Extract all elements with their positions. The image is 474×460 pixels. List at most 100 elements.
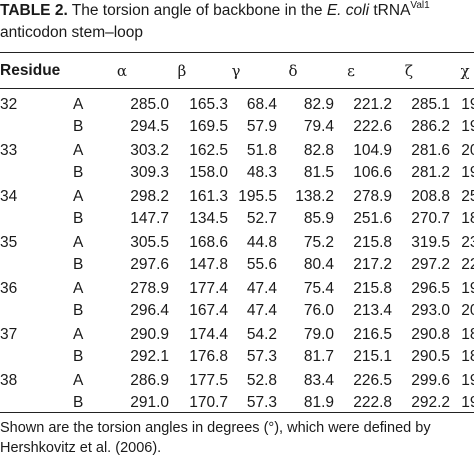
header-beta: β: [177, 62, 187, 80]
angle-value: 270.7: [411, 210, 450, 227]
angle-value: 169.5: [189, 118, 228, 135]
residue-number: 37: [0, 326, 18, 343]
table-row: 33 A 303.2 162.5 51.8 82.8 104.9 281.6 201.8: [0, 140, 474, 162]
header-gamma: γ: [231, 62, 241, 80]
angle-value: 47.4: [246, 302, 277, 319]
angle-value: 162.5: [189, 142, 228, 159]
residue-number: 32: [0, 96, 18, 113]
caption-label: TABLE 2.: [0, 2, 68, 19]
angle-value: 48.3: [246, 164, 277, 181]
angle-value: 278.9: [130, 280, 169, 297]
caption-text-2: tRNA: [369, 2, 411, 19]
header-residue: Residue: [0, 62, 61, 79]
angle-value: 281.2: [411, 164, 450, 181]
angle-value: 200.3: [461, 302, 474, 319]
chain-label: B: [73, 394, 84, 411]
angle-value: 57.3: [246, 348, 277, 365]
residue-number: 35: [0, 234, 18, 251]
chain-label: A: [73, 280, 84, 297]
angle-value: 44.8: [246, 234, 277, 251]
angle-value: 217.2: [353, 256, 392, 273]
residue-number: 36: [0, 280, 18, 297]
angle-value: 285.1: [411, 96, 450, 113]
residue-group: 38 A 286.9 177.5 52.8 83.4 226.5 299.6 192.8 B 291…: [0, 370, 474, 416]
header-rule: [0, 88, 474, 89]
angle-value: 75.2: [303, 234, 334, 251]
chain-label: A: [73, 142, 84, 159]
angle-value: 161.3: [189, 188, 228, 205]
angle-value: 221.2: [353, 96, 392, 113]
angle-value: 222.6: [353, 118, 392, 135]
chain-label: A: [73, 326, 84, 343]
angle-value: 215.8: [353, 234, 392, 251]
angle-value: 201.8: [461, 142, 474, 159]
angle-value: 290.8: [411, 326, 450, 343]
angle-value: 158.0: [189, 164, 228, 181]
angle-value: 281.6: [411, 142, 450, 159]
table-row: B 147.7 134.5 52.7 85.9 251.6 270.7 184.9: [0, 208, 474, 230]
angle-value: 294.5: [130, 118, 169, 135]
residue-group: 34 A 298.2 161.3 195.5 138.2 278.9 208.8 251.7 B 1…: [0, 186, 474, 232]
angle-value: 215.8: [353, 280, 392, 297]
angle-value: 299.6: [411, 372, 450, 389]
table-row: B 309.3 158.0 48.3 81.5 106.6 281.2 196.8: [0, 162, 474, 184]
header-chi: χ: [460, 62, 470, 80]
chain-label: B: [73, 302, 84, 319]
chain-label: A: [73, 372, 84, 389]
residue-number: 33: [0, 142, 18, 159]
angle-value: 216.5: [353, 326, 392, 343]
angle-value: 83.4: [303, 372, 334, 389]
chain-label: A: [73, 234, 84, 251]
angle-value: 85.9: [303, 210, 334, 227]
angle-value: 192.2: [461, 118, 474, 135]
angle-value: 208.8: [411, 188, 450, 205]
caption-line-1: TABLE 2. The torsion angle of backbone i…: [0, 0, 474, 22]
angle-value: 147.7: [130, 210, 169, 227]
angle-value: 293.0: [411, 302, 450, 319]
chain-label: B: [73, 256, 84, 273]
angle-value: 52.7: [246, 210, 277, 227]
angle-value: 292.2: [411, 394, 450, 411]
angle-value: 228.6: [461, 256, 474, 273]
residue-number: 38: [0, 372, 18, 389]
angle-value: 138.2: [295, 188, 334, 205]
angle-value: 296.5: [411, 280, 450, 297]
chain-label: B: [73, 348, 84, 365]
angle-value: 52.8: [246, 372, 277, 389]
angle-value: 215.1: [353, 348, 392, 365]
angle-value: 286.9: [130, 372, 169, 389]
angle-value: 195.5: [238, 188, 277, 205]
angle-value: 305.5: [130, 234, 169, 251]
caption-superscript: Val1: [410, 0, 430, 11]
angle-value: 292.1: [130, 348, 169, 365]
table-row: B 297.6 147.8 55.6 80.4 217.2 297.2 228.6: [0, 254, 474, 276]
angle-value: 167.4: [189, 302, 228, 319]
angle-value: 222.8: [353, 394, 392, 411]
angle-value: 187.1: [461, 326, 474, 343]
angle-value: 226.5: [353, 372, 392, 389]
table-row: B 291.0 170.7 57.3 81.9 222.8 292.2 196.3: [0, 392, 474, 414]
angle-value: 290.5: [411, 348, 450, 365]
residue-group: 35 A 305.5 168.6 44.8 75.2 215.8 319.5 231.4 B 297…: [0, 232, 474, 278]
footnote-line-1: Shown are the torsion angles in degrees …: [0, 420, 431, 436]
residue-group: 33 A 303.2 162.5 51.8 82.8 104.9 281.6 201.8 B 309…: [0, 140, 474, 186]
angle-value: 251.6: [353, 210, 392, 227]
angle-value: 213.4: [353, 302, 392, 319]
table-row: 37 A 290.9 174.4 54.2 79.0 216.5 290.8 187.1: [0, 324, 474, 346]
angle-value: 286.2: [411, 118, 450, 135]
header-epsilon: ε: [347, 62, 355, 80]
angle-value: 278.9: [353, 188, 392, 205]
angle-value: 82.8: [303, 142, 334, 159]
angle-value: 319.5: [411, 234, 450, 251]
angle-value: 231.4: [461, 234, 474, 251]
angle-value: 251.7: [461, 188, 474, 205]
table-row: B 292.1 176.8 57.3 81.7 215.1 290.5 188.0: [0, 346, 474, 368]
caption-line-2: anticodon stem–loop: [0, 24, 144, 41]
angle-value: 285.0: [130, 96, 169, 113]
table-row: 38 A 286.9 177.5 52.8 83.4 226.5 299.6 192.8: [0, 370, 474, 392]
table-caption: TABLE 2. The torsion angle of backbone i…: [0, 0, 474, 44]
angle-value: 176.8: [189, 348, 228, 365]
chain-label: B: [73, 118, 84, 135]
angle-value: 106.6: [353, 164, 392, 181]
angle-value: 54.2: [246, 326, 277, 343]
